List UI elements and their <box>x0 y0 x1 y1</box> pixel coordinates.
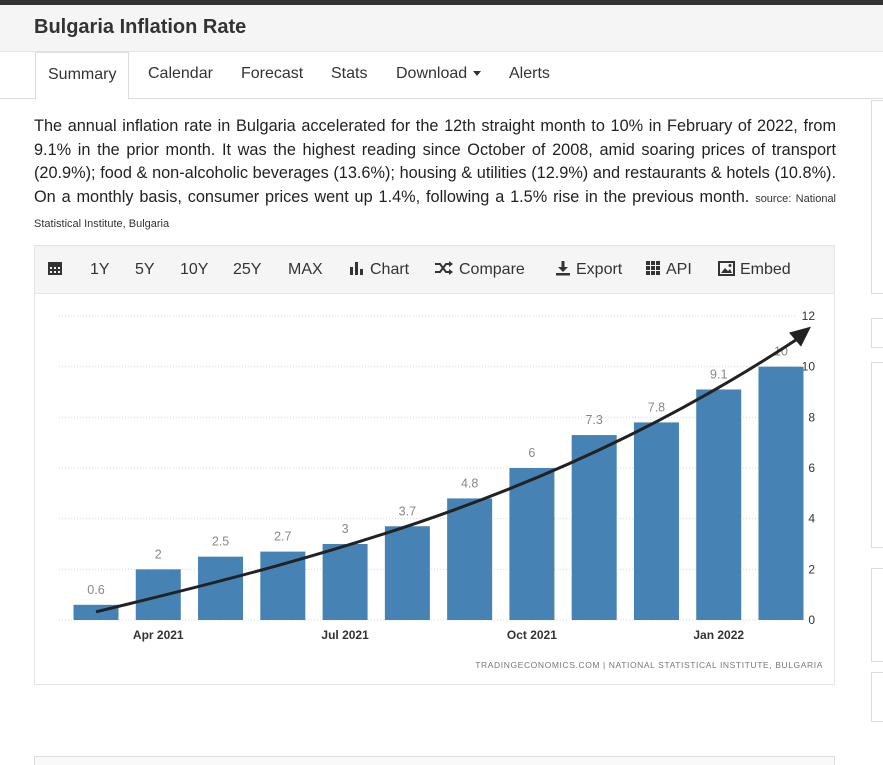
bar <box>384 526 430 620</box>
bar-value-label: 7.3 <box>585 413 602 427</box>
y-tick-label: 6 <box>808 461 815 475</box>
tab-bar: Summary Calendar Forecast Stats Download… <box>0 52 883 100</box>
compare-button[interactable]: Compare <box>434 246 525 294</box>
chart-credit: TRADINGECONOMICS.COM | NATIONAL STATISTI… <box>475 660 823 670</box>
calendar-icon <box>48 262 62 275</box>
calendar-button[interactable] <box>47 246 68 294</box>
sidebar-box <box>871 362 883 548</box>
api-button[interactable]: API <box>645 246 692 294</box>
bar <box>198 556 244 620</box>
summary-description: The annual inflation rate in Bulgaria ac… <box>34 115 836 237</box>
trend-arrow-head <box>789 326 811 347</box>
chart-type-button[interactable]: Chart <box>349 246 409 294</box>
right-sidebar <box>871 100 883 765</box>
description-text: The annual inflation rate in Bulgaria ac… <box>34 117 836 206</box>
chart-toolbar: 1Y 5Y 10Y 25Y MAX Chart Compare <box>35 246 834 294</box>
export-label: Export <box>576 261 623 278</box>
y-tick-label: 2 <box>808 562 815 576</box>
tab-summary-label: Summary <box>48 66 117 83</box>
bar-value-label: 2.5 <box>212 535 229 549</box>
tab-alerts-label: Alerts <box>509 65 550 82</box>
trend-arrow-line <box>95 335 802 614</box>
bottom-panel <box>34 756 835 765</box>
tab-forecast[interactable]: Forecast <box>241 52 303 99</box>
y-tick-label: 8 <box>808 410 815 424</box>
chevron-down-icon <box>473 71 482 77</box>
bar-value-label: 0.6 <box>87 583 104 597</box>
chart-panel: 1Y 5Y 10Y 25Y MAX Chart Compare <box>34 245 835 685</box>
chart-label: Chart <box>370 261 410 278</box>
tab-alerts[interactable]: Alerts <box>509 52 550 99</box>
range-1y-button[interactable]: 1Y <box>90 261 110 278</box>
api-label: API <box>666 261 692 278</box>
bar-value-label: 2.7 <box>274 530 291 544</box>
bar-value-label: 3 <box>342 522 349 536</box>
tab-stats-label: Stats <box>331 65 368 82</box>
y-tick-label: 10 <box>802 360 816 374</box>
bar <box>758 366 804 620</box>
bar-value-label: 3.7 <box>399 504 416 518</box>
bar-value-label: 7.8 <box>648 400 665 414</box>
bar <box>509 468 555 620</box>
y-tick-label: 4 <box>808 512 815 526</box>
sidebar-box <box>871 100 883 294</box>
embed-label: Embed <box>740 261 791 278</box>
bar <box>571 435 617 620</box>
bar-value-label: 2 <box>155 547 162 561</box>
tab-download-label: Download <box>396 65 468 82</box>
x-tick-label: Oct 2021 <box>507 628 557 642</box>
x-tick-label: Apr 2021 <box>133 628 184 642</box>
image-icon <box>718 261 735 276</box>
bar <box>135 569 181 620</box>
download-icon <box>556 261 570 276</box>
sidebar-box <box>871 672 883 722</box>
range-max-button[interactable]: MAX <box>288 261 323 278</box>
tab-forecast-label: Forecast <box>241 65 304 82</box>
range-5y-button[interactable]: 5Y <box>135 261 155 278</box>
bar-value-label: 4.8 <box>461 476 478 490</box>
y-tick-label: 12 <box>802 309 816 323</box>
sidebar-box <box>871 318 883 348</box>
bar <box>447 498 493 620</box>
x-tick-label: Jul 2021 <box>321 628 369 642</box>
source-note: source: National Statistical Institute, … <box>34 192 836 231</box>
grid-icon <box>646 261 660 275</box>
bar-value-label: 9.1 <box>710 367 727 381</box>
compare-label: Compare <box>459 261 525 278</box>
bar <box>633 422 679 620</box>
export-button[interactable]: Export <box>555 246 622 294</box>
bar <box>260 551 306 620</box>
tab-calendar-label: Calendar <box>148 65 213 82</box>
title-bar: Bulgaria Inflation Rate <box>0 5 883 52</box>
range-25y-button[interactable]: 25Y <box>233 261 262 278</box>
shuffle-icon <box>435 261 453 275</box>
bar <box>322 544 368 620</box>
tab-stats[interactable]: Stats <box>331 52 367 99</box>
tab-download[interactable]: Download <box>396 52 482 99</box>
tab-summary[interactable]: Summary <box>35 52 130 100</box>
bar <box>696 389 742 620</box>
range-10y-button[interactable]: 10Y <box>180 261 209 278</box>
tab-calendar[interactable]: Calendar <box>148 52 213 99</box>
sidebar-box <box>871 568 883 662</box>
page-title: Bulgaria Inflation Rate <box>34 16 247 38</box>
top-dark-bar <box>0 0 883 5</box>
embed-button[interactable]: Embed <box>718 246 791 294</box>
x-tick-label: Jan 2022 <box>693 628 744 642</box>
bar-value-label: 6 <box>528 446 535 460</box>
bar-chart-icon <box>350 262 363 275</box>
y-tick-label: 0 <box>808 613 815 627</box>
